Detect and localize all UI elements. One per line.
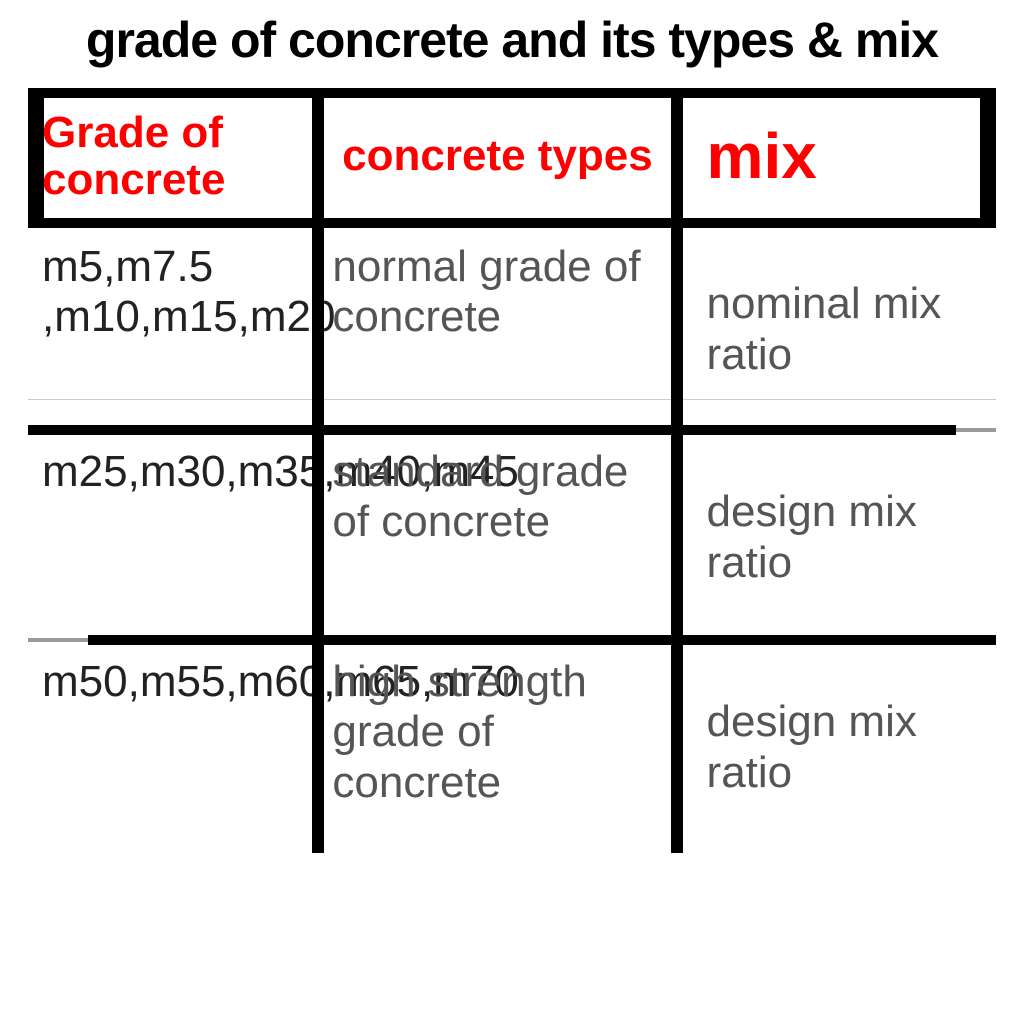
table-row: m50,m55,m60,m65,m70 high strength grade … [28, 643, 996, 853]
table-container: Grade of concrete concrete types mix m5,… [28, 88, 996, 853]
header-grade: Grade of concrete [28, 93, 318, 223]
cell-mix: design mix ratio [677, 433, 996, 643]
page-title: grade of concrete and its types & mix [0, 0, 1024, 88]
table-header-row: Grade of concrete concrete types mix [28, 93, 996, 223]
separator-black [28, 425, 956, 435]
hairline [28, 399, 996, 400]
header-mix: mix [677, 93, 996, 223]
cell-grade: m5,m7.5 ,m10,m15,m20 [28, 223, 318, 433]
cell-type: high strength grade of concrete [318, 643, 676, 853]
cell-grade: m25,m30,m35,m40,m45 [28, 433, 318, 643]
cell-grade: m50,m55,m60,m65,m70 [28, 643, 318, 853]
header-endcap [980, 88, 996, 223]
cell-type: standard grade of concrete [318, 433, 676, 643]
vertical-separator [671, 88, 683, 853]
separator-black [88, 635, 996, 645]
header-endcap [28, 88, 44, 223]
table-body: m5,m7.5 ,m10,m15,m20 normal grade of con… [28, 223, 996, 853]
concrete-grade-table: Grade of concrete concrete types mix m5,… [28, 88, 996, 853]
vertical-separator [312, 88, 324, 853]
cell-type: normal grade of concrete [318, 223, 676, 433]
table-row: m5,m7.5 ,m10,m15,m20 normal grade of con… [28, 223, 996, 433]
header-type: concrete types [318, 93, 676, 223]
cell-mix: design mix ratio [677, 643, 996, 853]
cell-mix: nominal mix ratio [677, 223, 996, 433]
table-row: m25,m30,m35,m40,m45 standard grade of co… [28, 433, 996, 643]
